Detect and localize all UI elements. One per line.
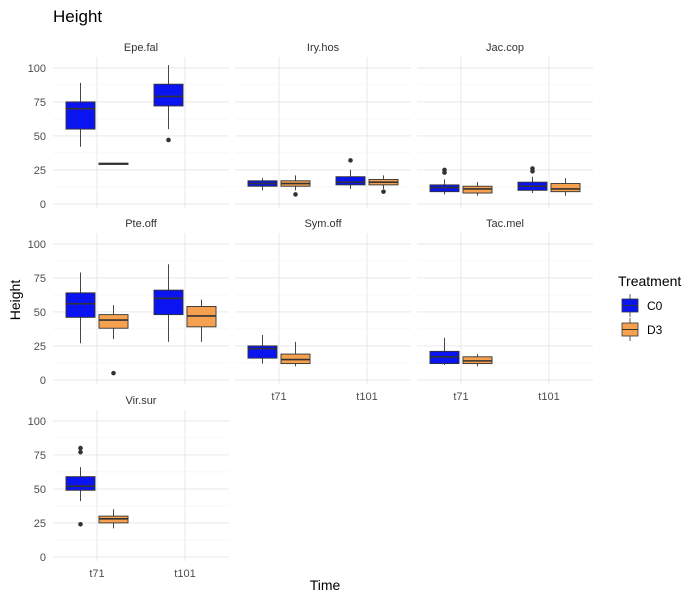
- box-t71-d3: [280, 341, 311, 367]
- box-iqr: [98, 314, 129, 329]
- outlier-point: [442, 167, 447, 173]
- box-iqr: [65, 101, 96, 130]
- outlier-point: [530, 166, 535, 171]
- y-tick-label: 0: [40, 552, 46, 564]
- legend-label: C0: [647, 299, 663, 313]
- box-t71-c0: [65, 272, 96, 344]
- facet-panel-sym-off: Sym.off t71 t101: [235, 218, 411, 403]
- box-iqr: [335, 176, 366, 186]
- facet-panel-iry-hos: Iry.hos: [235, 42, 411, 208]
- facet-grid: Epe.fal 0 25 50 75 100 Iry.hos Jac.cop Pte.off 0 2…: [28, 42, 593, 580]
- y-tick-label: 75: [34, 273, 46, 285]
- box-iqr: [65, 292, 96, 318]
- x-tick-label: t71: [271, 391, 286, 403]
- box-t101-d3: [550, 178, 581, 196]
- box-t71-d3: [98, 305, 129, 376]
- box-t71-c0: [429, 337, 460, 365]
- y-axis-title: Height: [7, 280, 23, 321]
- y-tick-label: 50: [34, 307, 46, 319]
- y-tick-label: 50: [34, 484, 46, 496]
- facet-panel-jac-cop: Jac.cop: [417, 42, 593, 208]
- facet-panel-tac-mel: Tac.mel t71 t101: [417, 218, 593, 403]
- box-t71-c0: [247, 335, 278, 364]
- outlier-point: [78, 445, 83, 451]
- legend-label: D3: [647, 323, 663, 337]
- y-tick-label: 100: [28, 416, 46, 428]
- box-iqr: [247, 345, 278, 359]
- legend-entry-d3: D3: [621, 318, 663, 341]
- box-t71-d3: [462, 182, 493, 196]
- box-iqr: [550, 183, 581, 193]
- y-tick-label: 75: [34, 97, 46, 109]
- box-iqr: [65, 476, 96, 491]
- y-tick-label: 0: [40, 199, 46, 211]
- outlier-point: [293, 192, 298, 197]
- legend-title: Treatment: [618, 273, 681, 289]
- facet-panel-vir-sur: Vir.sur 0 25 50 75 100 t71 t101: [28, 395, 229, 580]
- outlier-point: [111, 370, 116, 376]
- y-tick-label: 100: [28, 63, 46, 75]
- y-tick-label: 100: [28, 239, 46, 251]
- facet-label: Sym.off: [304, 218, 342, 230]
- chart-title: Height: [53, 7, 102, 26]
- outlier-point: [78, 521, 83, 527]
- box-t101-d3: [186, 299, 217, 342]
- x-tick-label: t101: [174, 568, 195, 580]
- legend: Treatment C0 D3: [618, 273, 681, 341]
- outlier-point: [348, 158, 353, 163]
- facet-label: Pte.off: [125, 218, 158, 230]
- box-t71-c0: [247, 178, 278, 191]
- box-t71-d3: [98, 509, 129, 529]
- x-tick-label: t71: [89, 568, 104, 580]
- x-axis-title: Time: [310, 577, 341, 593]
- outlier-point: [78, 449, 83, 455]
- y-tick-label: 25: [34, 518, 46, 530]
- y-tick-label: 75: [34, 450, 46, 462]
- box-iqr: [153, 83, 184, 107]
- x-tick-label: t101: [538, 391, 559, 403]
- box-t101-d3: [368, 175, 399, 194]
- y-tick-label: 25: [34, 341, 46, 353]
- box-t71-d3: [462, 354, 493, 367]
- facet-label: Epe.fal: [124, 42, 158, 54]
- facet-panel-epe-fal: Epe.fal 0 25 50 75 100: [28, 42, 229, 211]
- box-t71-d3: [280, 175, 311, 197]
- box-t71-c0: [65, 445, 96, 527]
- box-t101-c0: [153, 65, 184, 143]
- x-tick-label: t101: [356, 391, 377, 403]
- x-tick-label: t71: [453, 391, 468, 403]
- legend-entry-c0: C0: [621, 294, 663, 317]
- y-tick-label: 25: [34, 165, 46, 177]
- facet-label: Tac.mel: [486, 218, 524, 230]
- facet-label: Iry.hos: [307, 42, 340, 54]
- outlier-point: [166, 137, 171, 143]
- y-tick-label: 50: [34, 131, 46, 143]
- box-t71-d3: [98, 162, 129, 165]
- facet-label: Vir.sur: [126, 395, 157, 407]
- box-t101-c0: [153, 264, 184, 342]
- box-t101-c0: [335, 158, 366, 189]
- outlier-point: [381, 189, 386, 194]
- box-t101-c0: [517, 166, 548, 194]
- box-t71-c0: [429, 167, 460, 195]
- facet-panel-pte-off: Pte.off 0 25 50 75 100: [28, 218, 229, 387]
- box-iqr: [153, 289, 184, 316]
- box-t71-c0: [65, 82, 96, 147]
- facet-label: Jac.cop: [486, 42, 524, 54]
- y-tick-label: 0: [40, 375, 46, 387]
